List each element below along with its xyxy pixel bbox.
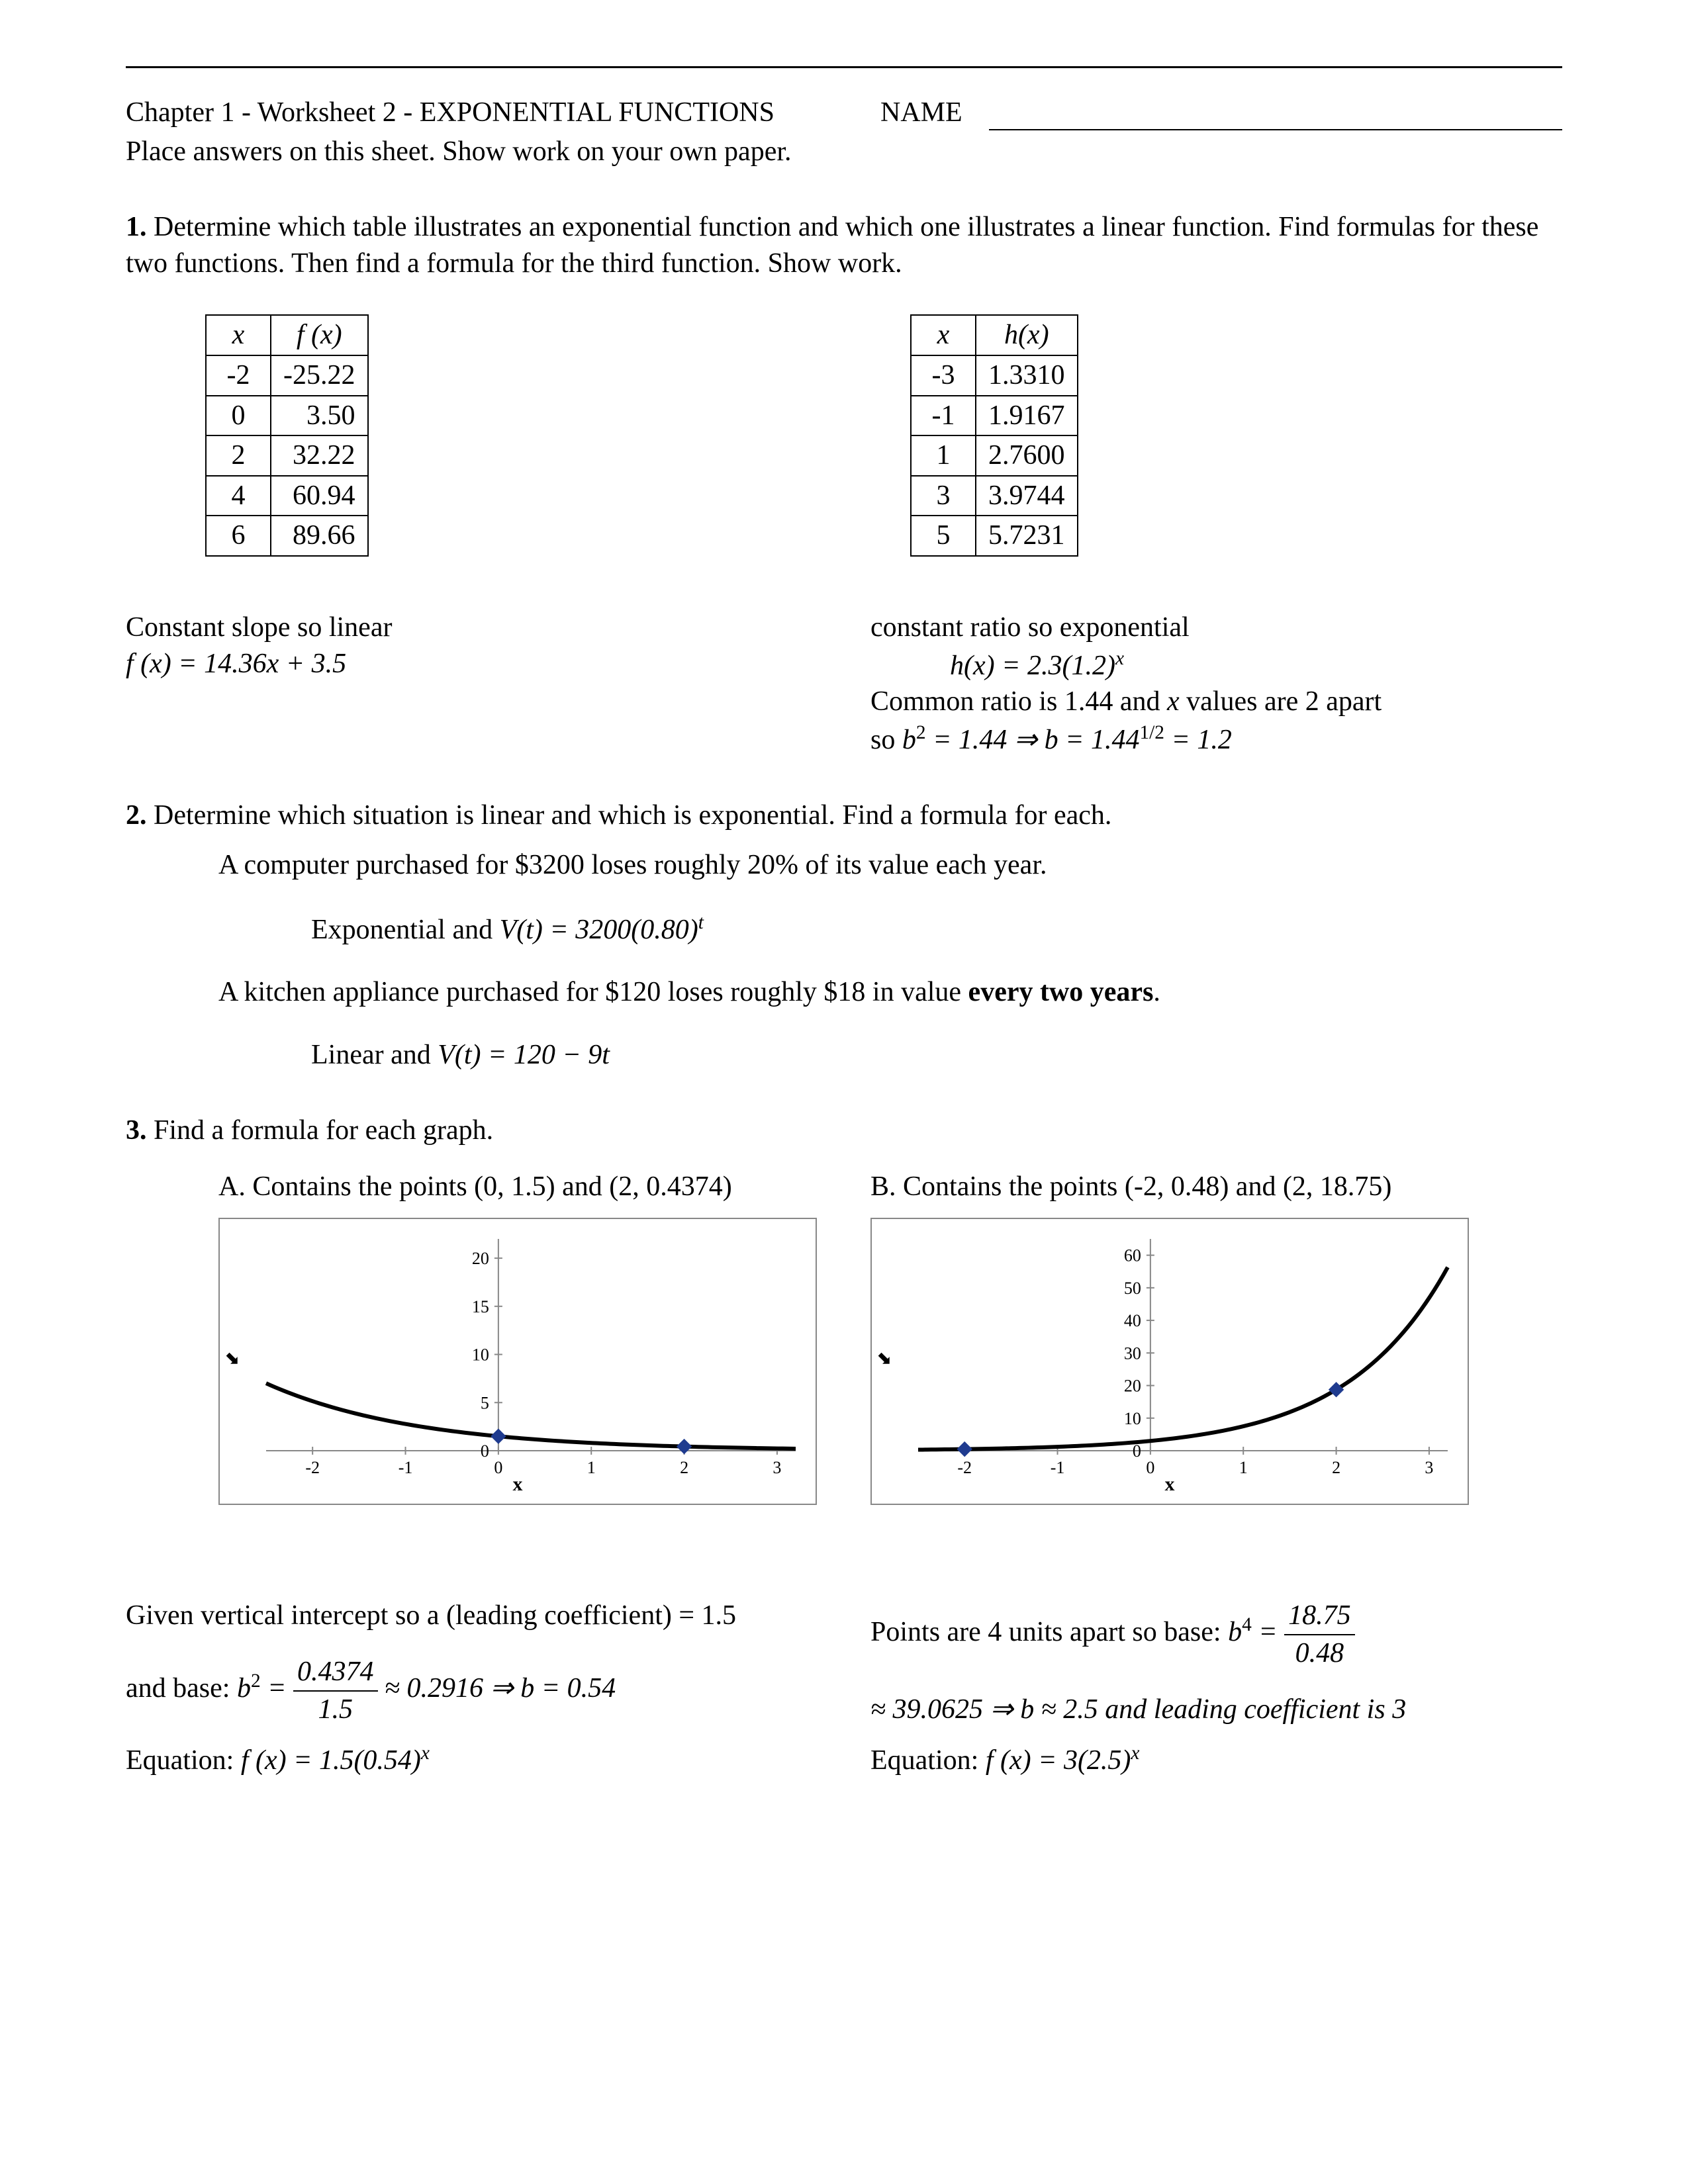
table-cell: 5.7231	[976, 516, 1078, 556]
table-cell: -25.22	[271, 355, 368, 396]
q3-solA-line1: Given vertical intercept so a (leading c…	[126, 1598, 818, 1634]
table-cell: 60.94	[271, 476, 368, 516]
svg-text:50: 50	[1124, 1279, 1141, 1298]
q2-partA: A computer purchased for $3200 loses rou…	[218, 847, 1562, 884]
svg-text:10: 10	[1124, 1409, 1141, 1428]
table-cell: 89.66	[271, 516, 368, 556]
header: Chapter 1 - Worksheet 2 - EXPONENTIAL FU…	[126, 95, 1562, 131]
q3-solA-line3: Equation: f (x) = 1.5(0.54)x	[126, 1741, 818, 1779]
table-cell: 3.50	[271, 396, 368, 436]
th-x: x	[206, 315, 271, 355]
q1-table-h: x h(x) -31.3310-11.916712.760033.974455.…	[910, 314, 1078, 557]
top-rule	[126, 66, 1562, 68]
svg-text:60: 60	[1124, 1246, 1141, 1265]
q1-ansB-eq: h(x) = 2.3(1.2)x	[950, 646, 1562, 684]
table-cell: 3	[911, 476, 976, 516]
svg-text:40: 40	[1124, 1312, 1141, 1331]
name-label: NAME	[880, 95, 962, 131]
table-cell: 4	[206, 476, 271, 516]
question-1: 1. Determine which table illustrates an …	[126, 209, 1562, 281]
chart-B: 0102030405060-2-10123 ⬊ x	[870, 1218, 1469, 1505]
q1-table-f: x f (x) -2-25.2203.50232.22460.94689.66	[205, 314, 369, 557]
table-cell: -1	[911, 396, 976, 436]
q1-tables: x f (x) -2-25.2203.50232.22460.94689.66 …	[126, 314, 1562, 557]
svg-text:30: 30	[1124, 1344, 1141, 1363]
q3-labelB: B. Contains the points (-2, 0.48) and (2…	[870, 1169, 1562, 1205]
th-hx: h(x)	[976, 315, 1078, 355]
q2-number: 2.	[126, 800, 147, 831]
worksheet-title: Chapter 1 - Worksheet 2 - EXPONENTIAL FU…	[126, 95, 774, 131]
table-cell: 6	[206, 516, 271, 556]
svg-text:20: 20	[1124, 1377, 1141, 1396]
chart-A-xlabel: x	[220, 1471, 816, 1497]
table-cell: 5	[911, 516, 976, 556]
q1-ansB-line1: constant ratio so exponential	[870, 610, 1562, 646]
q2-partB: A kitchen appliance purchased for $120 l…	[218, 974, 1562, 1011]
table-cell: -2	[206, 355, 271, 396]
table-cell: 0	[206, 396, 271, 436]
chart-A-svg: 05101520-2-10123	[220, 1219, 816, 1504]
th-x: x	[911, 315, 976, 355]
q3-labelA: A. Contains the points (0, 1.5) and (2, …	[218, 1169, 818, 1205]
chart-A: 05101520-2-10123 ⬊ x	[218, 1218, 817, 1505]
question-3: 3. Find a formula for each graph.	[126, 1113, 1562, 1149]
q2-ansB: Linear and V(t) = 120 − 9t	[311, 1037, 1562, 1073]
q3-solB-line1: Points are 4 units apart so base: b4 = 1…	[870, 1598, 1562, 1671]
table-cell: 1.9167	[976, 396, 1078, 436]
table-cell: 1	[911, 435, 976, 476]
q1-prompt: Determine which table illustrates an exp…	[126, 212, 1538, 279]
svg-text:20: 20	[472, 1250, 489, 1269]
chart-B-xlabel: x	[872, 1471, 1468, 1497]
name-blank-line[interactable]	[989, 101, 1562, 130]
svg-text:0: 0	[481, 1441, 489, 1461]
q1-number: 1.	[126, 212, 147, 242]
q1-ansA-eq: f (x) = 14.36x + 3.5	[126, 646, 818, 682]
q2-prompt: Determine which situation is linear and …	[154, 800, 1111, 831]
table-cell: 32.22	[271, 435, 368, 476]
svg-text:5: 5	[481, 1394, 489, 1413]
q3-solA-line2: and base: b2 = 0.43741.5 ≈ 0.2916 ⇒ b = …	[126, 1654, 818, 1727]
table-cell: 2	[206, 435, 271, 476]
q1-ansB-line3: Common ratio is 1.44 and x values are 2 …	[870, 684, 1562, 720]
q1-ansA-line1: Constant slope so linear	[126, 610, 818, 646]
th-fx: f (x)	[271, 315, 368, 355]
q3-solB-line2: ≈ 39.0625 ⇒ b ≈ 2.5 and leading coeffici…	[870, 1692, 1562, 1728]
chart-A-y-icon: ⬊	[225, 1347, 240, 1370]
q3-charts: A. Contains the points (0, 1.5) and (2, …	[126, 1169, 1562, 1506]
svg-text:10: 10	[472, 1345, 489, 1365]
q3-prompt: Find a formula for each graph.	[154, 1115, 493, 1146]
q3-solB-line3: Equation: f (x) = 3(2.5)x	[870, 1741, 1562, 1779]
q1-ansB-line4: so b2 = 1.44 ⇒ b = 1.441/2 = 1.2	[870, 720, 1562, 758]
table-cell: 1.3310	[976, 355, 1078, 396]
chart-B-y-icon: ⬊	[877, 1347, 892, 1370]
table-cell: -3	[911, 355, 976, 396]
table-cell: 2.7600	[976, 435, 1078, 476]
q3-number: 3.	[126, 1115, 147, 1146]
chart-B-svg: 0102030405060-2-10123	[872, 1219, 1468, 1504]
table-cell: 3.9744	[976, 476, 1078, 516]
question-2: 2. Determine which situation is linear a…	[126, 797, 1562, 834]
q2-ansA: Exponential and V(t) = 3200(0.80)t	[311, 910, 1562, 948]
worksheet-page: Chapter 1 - Worksheet 2 - EXPONENTIAL FU…	[0, 0, 1688, 2184]
q3-solutions: Given vertical intercept so a (leading c…	[126, 1598, 1562, 1778]
svg-text:15: 15	[472, 1297, 489, 1316]
q1-answers: Constant slope so linear f (x) = 14.36x …	[126, 610, 1562, 758]
instructions: Place answers on this sheet. Show work o…	[126, 134, 1562, 170]
